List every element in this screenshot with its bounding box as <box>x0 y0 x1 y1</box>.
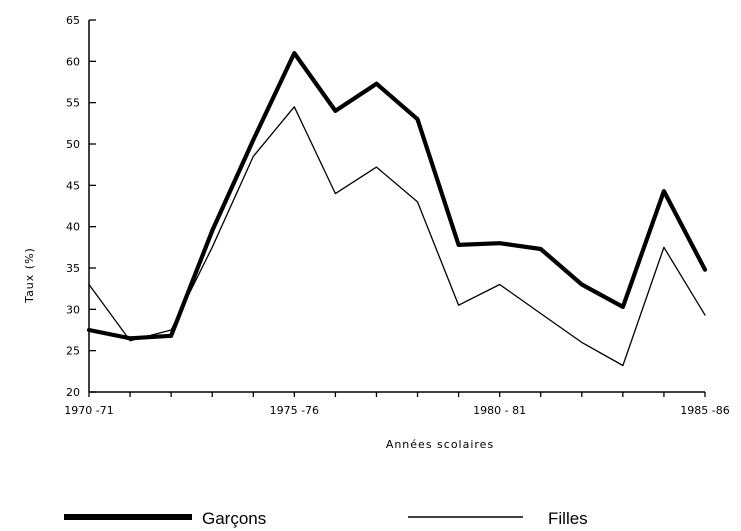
series-line-filles <box>88 106 706 367</box>
y-tick-label: 30 <box>66 303 80 316</box>
legend-label: Filles <box>548 509 588 528</box>
x-tick-label: 1980 - 81 <box>473 404 526 417</box>
y-tick-label: 20 <box>66 386 80 399</box>
series-line-gar-ons <box>86 50 708 341</box>
y-tick-label: 60 <box>66 55 80 68</box>
legend-label: Garçons <box>202 509 266 528</box>
series-layer <box>86 50 708 367</box>
y-tick-label: 55 <box>66 97 80 110</box>
x-tick-label: 1985 -86 <box>680 404 729 417</box>
y-axis: 20 25 30 35 40 45 50 55 60 65 <box>66 14 96 399</box>
legend: Garçons Filles <box>64 509 588 528</box>
x-axis-title: Années scolaires <box>386 438 494 451</box>
y-tick-label: 35 <box>66 262 80 275</box>
x-tick-label: 1975 -76 <box>270 404 319 417</box>
y-tick-label: 50 <box>66 138 80 151</box>
y-tick-label: 45 <box>66 179 80 192</box>
x-axis: 1970 -71 1975 -76 1980 - 81 1985 -86 <box>64 391 730 417</box>
y-tick-label: 65 <box>66 14 80 27</box>
y-axis-title: Taux (%) <box>23 247 36 304</box>
x-tick-label: 1970 -71 <box>64 404 113 417</box>
y-tick-label: 40 <box>66 221 80 234</box>
y-tick-label: 25 <box>66 345 80 358</box>
